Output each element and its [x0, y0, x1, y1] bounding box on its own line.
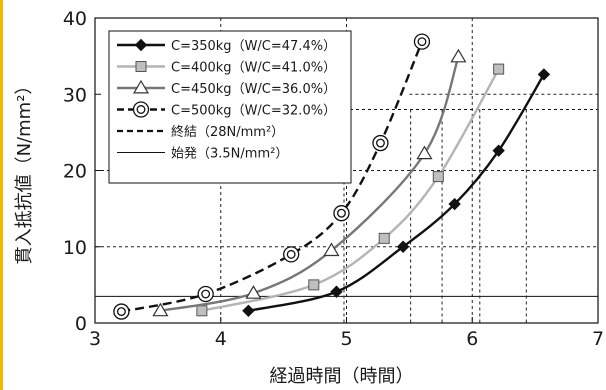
- x-axis-label: 経過時間（時間）: [270, 366, 414, 387]
- data-point: [432, 171, 444, 183]
- data-point-inner: [286, 249, 296, 259]
- legend-entry: C=400kg（W/C=41.0%）: [117, 61, 336, 76]
- x-tick-label: 7: [592, 328, 604, 350]
- y-axis-label: 貫入抵抗値（N/mm²）: [14, 77, 35, 265]
- series-2: [196, 63, 505, 317]
- legend-marker: [135, 61, 147, 72]
- legend-marker: [134, 38, 148, 52]
- data-point: [493, 63, 505, 75]
- y-tick-label: 0: [75, 313, 87, 335]
- data-point: [448, 197, 461, 211]
- x-tick-label: 6: [466, 328, 478, 350]
- legend-entry: 始発（3.5N/mm²）: [117, 147, 288, 162]
- data-point: [242, 304, 255, 318]
- data-point: [378, 232, 390, 244]
- legend-marker-inner: [136, 105, 146, 114]
- data-point-inner: [417, 37, 427, 47]
- series-line: [121, 41, 424, 313]
- data-point-inner: [116, 307, 126, 317]
- series-3: [152, 48, 467, 317]
- legend-entry: C=350kg（W/C=47.4%）: [117, 38, 336, 54]
- legend-label: 始発（3.5N/mm²）: [171, 147, 288, 162]
- legend-entry: C=450kg（W/C=36.0%）: [117, 79, 336, 97]
- x-tick-label: 3: [89, 328, 101, 350]
- legend-label: 終結（28N/mm²）: [171, 124, 284, 140]
- legend: C=350kg（W/C=47.4%） C=400kg（W/C=41.0%） C=45…: [108, 30, 352, 184]
- y-tick-label: 20: [63, 161, 87, 183]
- legend-marker: [132, 79, 150, 94]
- data-point: [416, 145, 433, 160]
- series-line: [248, 73, 545, 312]
- legend-label: C=400kg（W/C=41.0%）: [171, 61, 336, 76]
- accent-strip: [0, 0, 3, 390]
- data-point-inner: [337, 208, 346, 218]
- data-point: [308, 279, 320, 291]
- data-point: [330, 285, 343, 298]
- legend-box: [108, 30, 352, 184]
- data-point: [152, 302, 169, 317]
- series-line: [160, 56, 460, 312]
- data-point: [537, 68, 551, 81]
- data-point-inner: [201, 289, 211, 299]
- x-tick-label: 4: [215, 328, 227, 350]
- legend-label: C=500kg（W/C=32.0%）: [171, 104, 336, 119]
- data-point: [245, 285, 262, 299]
- series-1: [242, 68, 551, 318]
- data-point: [396, 240, 410, 253]
- legend-label: C=450kg（W/C=36.0%）: [171, 82, 336, 97]
- data-point-inner: [376, 138, 385, 148]
- legend-entry: C=500kg（W/C=32.0%）: [117, 101, 336, 119]
- y-tick-label: 40: [63, 8, 87, 30]
- y-tick-label: 30: [63, 84, 87, 106]
- legend-entry: 終結（28N/mm²）: [117, 124, 284, 140]
- data-point: [323, 242, 340, 257]
- data-point: [196, 305, 208, 317]
- data-point: [450, 48, 467, 63]
- y-tick-label: 10: [63, 237, 87, 259]
- data-point: [492, 144, 505, 157]
- series-4: [113, 33, 431, 320]
- legend-label: C=350kg（W/C=47.4%）: [171, 39, 336, 54]
- x-tick-label: 5: [340, 328, 352, 350]
